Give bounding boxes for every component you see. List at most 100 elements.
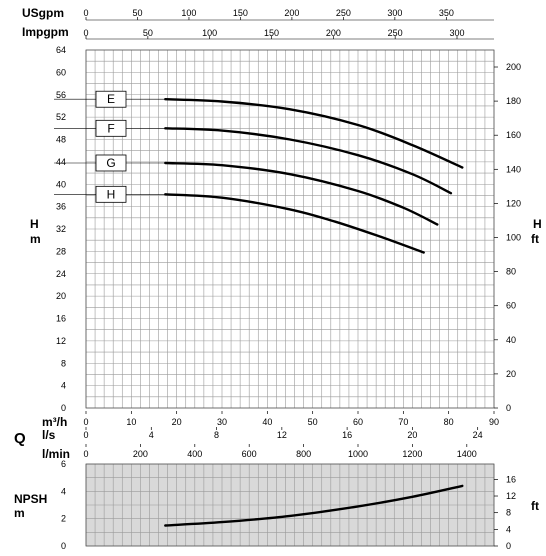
- head-m-tick-label: 60: [56, 67, 66, 77]
- head-curve-h: [164, 193, 425, 254]
- head-ft-tick-label: 180: [506, 96, 521, 106]
- head-ft-tick-label: 80: [506, 267, 516, 277]
- head-ft-tick-label: 120: [506, 198, 521, 208]
- imp-gpm-tick-label: 100: [202, 28, 217, 38]
- curve-label-box-f: [95, 119, 127, 137]
- us-gpm-tick-label: 150: [233, 8, 248, 18]
- lmin-tick-label: 600: [242, 449, 257, 459]
- head-ft-tick-label: 60: [506, 301, 516, 311]
- m3h-axis-label: m³/h: [42, 415, 67, 429]
- m3h-tick-label: 10: [126, 417, 136, 427]
- m3h-tick-label: 60: [353, 417, 363, 427]
- head-m-tick-label: 64: [56, 45, 66, 55]
- npsh-right-axis-label-ft: ft: [531, 499, 539, 513]
- lmin-tick-label: 200: [133, 449, 148, 459]
- head-curve-g: [164, 161, 439, 226]
- curve-label-box-e: [95, 90, 127, 108]
- head-ft-tick-label: 100: [506, 233, 521, 243]
- head-m-tick-label: 28: [56, 246, 66, 256]
- npsh-m-tick-label: 2: [61, 514, 66, 524]
- head-m-tick-label: 20: [56, 291, 66, 301]
- ls-tick-label: 12: [277, 430, 287, 440]
- head-m-tick-label: 52: [56, 112, 66, 122]
- head-m-tick-label: 8: [61, 358, 66, 368]
- head-ft-tick-label: 140: [506, 164, 521, 174]
- ls-tick-label: 16: [342, 430, 352, 440]
- lmin-tick-label: 0: [83, 449, 88, 459]
- ls-tick-label: 24: [473, 430, 483, 440]
- imp-gpm-tick-label: 150: [264, 28, 279, 38]
- head-curve-f: [164, 127, 453, 195]
- lmin-axis-label: l/min: [42, 447, 70, 461]
- lmin-tick-label: 1200: [402, 449, 422, 459]
- lmin-tick-label: 1000: [348, 449, 368, 459]
- curve-label-f: F: [107, 121, 114, 135]
- head-ft-tick-label: 160: [506, 130, 521, 140]
- m3h-tick-label: 70: [398, 417, 408, 427]
- us-gpm-tick-label: 350: [439, 8, 454, 18]
- npsh-m-tick-label: 0: [61, 541, 66, 551]
- imp-gpm-tick-label: 250: [388, 28, 403, 38]
- curve-label-g: G: [106, 156, 115, 170]
- us-gpm-tick-label: 0: [83, 8, 88, 18]
- head-m-tick-label: 56: [56, 90, 66, 100]
- npsh-plot-frame: [85, 463, 495, 547]
- head-m-tick-label: 12: [56, 336, 66, 346]
- ls-tick-label: 20: [407, 430, 417, 440]
- head-ft-tick-label: 40: [506, 335, 516, 345]
- npsh-ft-tick-label: 8: [506, 508, 511, 518]
- m3h-tick-label: 30: [217, 417, 227, 427]
- head-right-axis-label-ft: ft: [531, 232, 539, 246]
- head-left-axis-label-h: H: [30, 217, 39, 231]
- ls-axis-label: l/s: [42, 428, 56, 442]
- head-ft-tick-label: 200: [506, 62, 521, 72]
- npsh-axis-label: NPSH: [14, 492, 47, 506]
- curve-label-h: H: [107, 187, 116, 201]
- head-curve-e: [164, 98, 464, 169]
- imp-gpm-tick-label: 50: [143, 28, 153, 38]
- head-m-tick-label: 48: [56, 135, 66, 145]
- head-right-axis-label-h: H: [533, 217, 542, 231]
- flow-axis-label: Q: [14, 430, 26, 447]
- head-m-tick-label: 0: [61, 403, 66, 413]
- head-m-tick-label: 40: [56, 179, 66, 189]
- head-ft-tick-label: 0: [506, 403, 511, 413]
- ls-tick-label: 0: [83, 430, 88, 440]
- us-gpm-tick-label: 100: [181, 8, 196, 18]
- npsh-m-tick-label: 6: [61, 459, 66, 469]
- m3h-tick-label: 90: [489, 417, 499, 427]
- lmin-tick-label: 400: [187, 449, 202, 459]
- lmin-tick-label: 800: [296, 449, 311, 459]
- imp-gpm-tick-label: 300: [449, 28, 464, 38]
- us-gpm-tick-label: 300: [387, 8, 402, 18]
- lmin-tick-label: 1400: [457, 449, 477, 459]
- npsh-m-tick-label: 4: [61, 486, 66, 496]
- npsh-ft-tick-label: 16: [506, 474, 516, 484]
- ls-tick-label: 4: [149, 430, 154, 440]
- head-m-tick-label: 24: [56, 269, 66, 279]
- curve-label-box-h: [95, 185, 127, 203]
- m3h-tick-label: 20: [172, 417, 182, 427]
- us-gpm-label: USgpm: [22, 6, 64, 20]
- us-gpm-axis: USgpm 0 50 100 150 200 250 300 350: [22, 6, 494, 21]
- head-m-tick-label: 32: [56, 224, 66, 234]
- imp-gpm-tick-label: 200: [326, 28, 341, 38]
- m3h-tick-label: 0: [83, 417, 88, 427]
- head-m-tick-label: 16: [56, 314, 66, 324]
- npsh-ft-tick-label: 12: [506, 491, 516, 501]
- head-ft-tick-label: 20: [506, 369, 516, 379]
- head-left-axis-label-m: m: [30, 232, 41, 246]
- npsh-chart: 0 2 4 6 0 4 8 12 16 NPSH m ft: [14, 459, 539, 551]
- head-m-tick-label: 4: [61, 381, 66, 391]
- ls-tick-label: 8: [214, 430, 219, 440]
- imp-gpm-label: Impgpm: [22, 25, 69, 39]
- us-gpm-tick-label: 200: [284, 8, 299, 18]
- us-gpm-tick-label: 250: [336, 8, 351, 18]
- imp-gpm-tick-label: 0: [83, 28, 88, 38]
- npsh-axis-unit-m: m: [14, 506, 25, 520]
- head-plot-frame: [85, 49, 495, 409]
- npsh-ft-tick-label: 4: [506, 524, 511, 534]
- npsh-ft-tick-label: 0: [506, 541, 511, 551]
